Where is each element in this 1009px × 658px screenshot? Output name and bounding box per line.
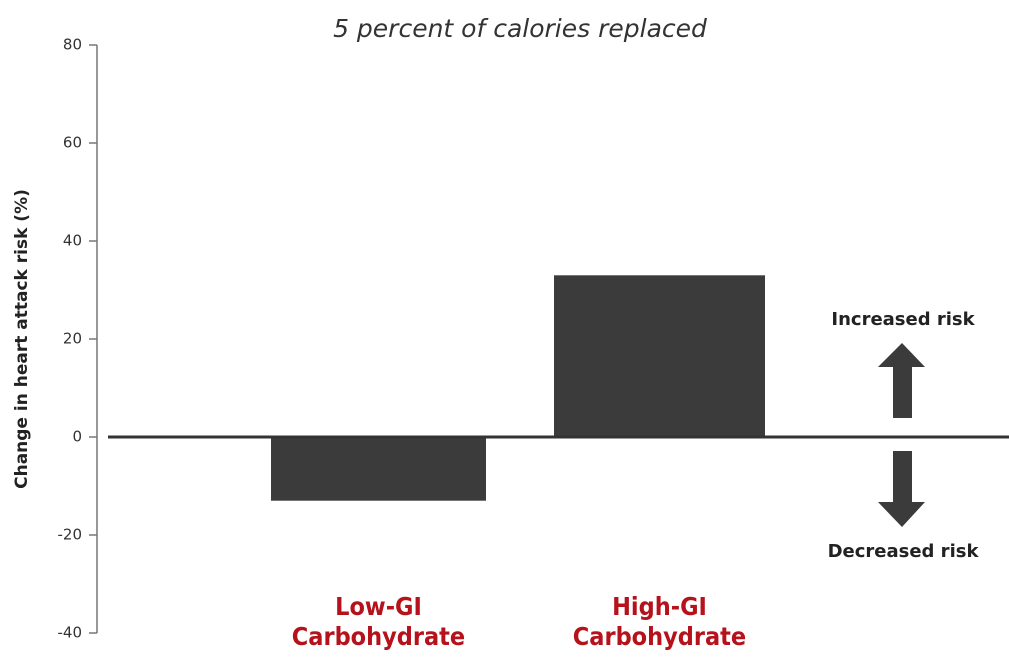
y-tick-label: -20 xyxy=(58,526,83,544)
bar xyxy=(271,437,486,501)
y-axis-label: Change in heart attack risk (%) xyxy=(12,189,32,489)
up-arrow xyxy=(878,343,925,418)
y-tick-label: 60 xyxy=(63,134,82,152)
annotation: Increased risk xyxy=(831,309,975,330)
y-tick-label: 80 xyxy=(63,36,82,54)
y-tick-label: 20 xyxy=(63,330,82,348)
bar xyxy=(554,275,765,437)
x-tick-label: High-GI Carbohydrate xyxy=(572,592,747,651)
y-tick-label: 0 xyxy=(72,428,82,446)
chart-title: 5 percent of calories replaced xyxy=(333,14,707,43)
x-tick-label: Low-GI Carbohydrate xyxy=(291,592,466,651)
y-tick-label: 40 xyxy=(63,232,82,250)
annotation: Decreased risk xyxy=(828,541,980,562)
down-arrow xyxy=(878,451,925,527)
y-tick-label: -40 xyxy=(58,624,83,642)
